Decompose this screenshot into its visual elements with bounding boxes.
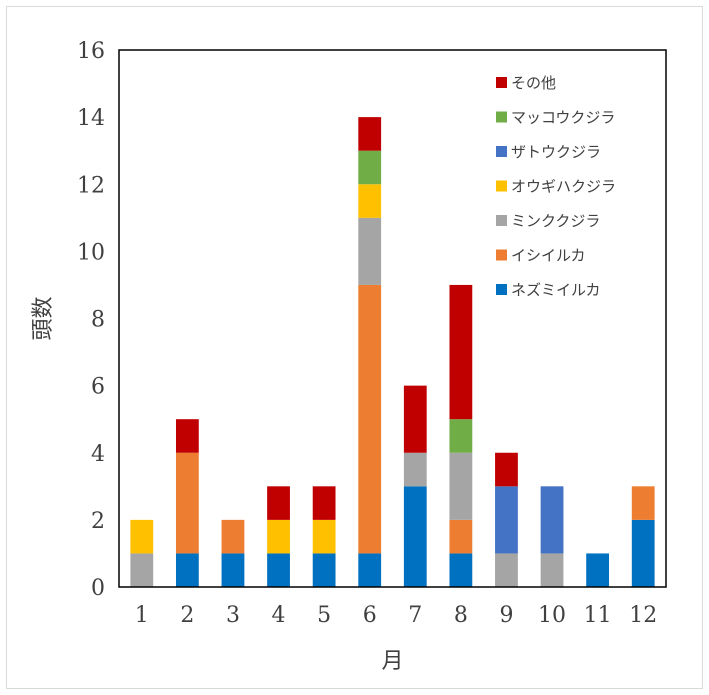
x-tick-labels: 1 2 3 4 5 6 7 8 9 10 11 12 (135, 603, 657, 628)
bar-segment-7-7 (403, 385, 427, 453)
x-tick-label: 3 (226, 603, 240, 628)
y-tick-label: 8 (91, 308, 105, 333)
legend-label: イシイルカ (511, 247, 586, 265)
legend-swatch (496, 180, 507, 192)
bar-segment-6-3 (358, 217, 382, 285)
bar-segment-8-2 (449, 519, 473, 554)
legend-swatch (496, 77, 507, 88)
legend-label: ネズミイルカ (511, 281, 601, 299)
bar-segment-4-4 (267, 519, 290, 554)
bar-segment-6-1 (358, 553, 382, 587)
x-tick-label: 2 (180, 603, 194, 628)
y-tick-label: 0 (91, 576, 105, 601)
bar-segment-8-3 (449, 452, 473, 520)
x-tick-label: 1 (135, 603, 149, 628)
bar-segment-4-1 (267, 553, 290, 587)
y-tick-label: 10 (77, 240, 105, 265)
legend-swatch (496, 215, 507, 226)
x-tick-label: 5 (317, 603, 331, 628)
bar-segment-2-1 (175, 553, 199, 587)
y-axis-title: 頭数 (31, 296, 56, 340)
y-tick-label: 6 (91, 375, 105, 400)
y-tick-label: 4 (91, 442, 105, 467)
y-tick-labels: 0 2 4 6 8 10 12 14 16 (77, 39, 105, 601)
bar-segment-12-1 (631, 519, 655, 587)
legend-label: マッコウクジラ (511, 109, 615, 127)
bars-group (130, 117, 655, 587)
bar-segment-4-7 (267, 486, 290, 520)
plot-area (118, 49, 667, 588)
bar-segment-1-4 (130, 519, 154, 554)
bar-segment-6-7 (358, 117, 382, 151)
bar-segment-10-5 (540, 486, 564, 554)
bar-segment-3-1 (221, 553, 245, 587)
bar-segment-5-1 (312, 553, 336, 587)
x-tick-label: 7 (408, 603, 422, 628)
x-tick-label: 9 (499, 603, 513, 628)
bar-segment-8-7 (449, 284, 473, 420)
x-axis-title: 月 (381, 649, 403, 674)
bar-segment-6-2 (358, 284, 382, 554)
legend-label: オウギハクジラ (511, 178, 616, 196)
bar-segment-6-6 (358, 150, 382, 185)
bar-segment-5-4 (312, 519, 336, 554)
x-tick-label: 12 (629, 603, 657, 628)
y-tick-label: 12 (77, 173, 105, 198)
x-tick-label: 11 (584, 603, 612, 628)
x-tick-label: 8 (454, 603, 468, 628)
bar-segment-3-2 (221, 519, 245, 554)
bar-segment-8-6 (449, 419, 473, 453)
legend-label: ミンククジラ (511, 212, 600, 230)
bar-segment-9-5 (495, 486, 518, 554)
bar-segment-5-7 (312, 486, 336, 520)
legend-swatch (496, 146, 507, 157)
bar-segment-10-3 (540, 553, 564, 587)
legend-label: その他 (511, 74, 556, 92)
x-tick-label: 4 (272, 603, 286, 628)
bar-segment-9-7 (495, 452, 518, 487)
legend-swatch (496, 284, 507, 295)
bar-segment-11-1 (586, 553, 610, 587)
bar-segment-7-1 (403, 486, 427, 587)
x-tick-label: 6 (363, 603, 377, 628)
bar-segment-7-3 (403, 452, 427, 487)
y-tick-label: 2 (91, 509, 105, 534)
legend-label: ザトウクジラ (511, 143, 601, 161)
legend-swatch (496, 111, 507, 123)
bar-segment-6-4 (358, 184, 382, 218)
bar-segment-2-7 (175, 419, 199, 453)
x-tick-label: 10 (538, 603, 566, 628)
bar-segment-1-3 (130, 553, 154, 587)
y-tick-label: 14 (77, 106, 105, 131)
legend-swatch (496, 249, 507, 261)
bar-segment-12-2 (631, 486, 655, 520)
bar-segment-9-3 (495, 553, 518, 587)
bar-segment-8-1 (449, 553, 473, 587)
bar-segment-2-2 (175, 452, 199, 554)
y-tick-label: 16 (77, 39, 105, 64)
